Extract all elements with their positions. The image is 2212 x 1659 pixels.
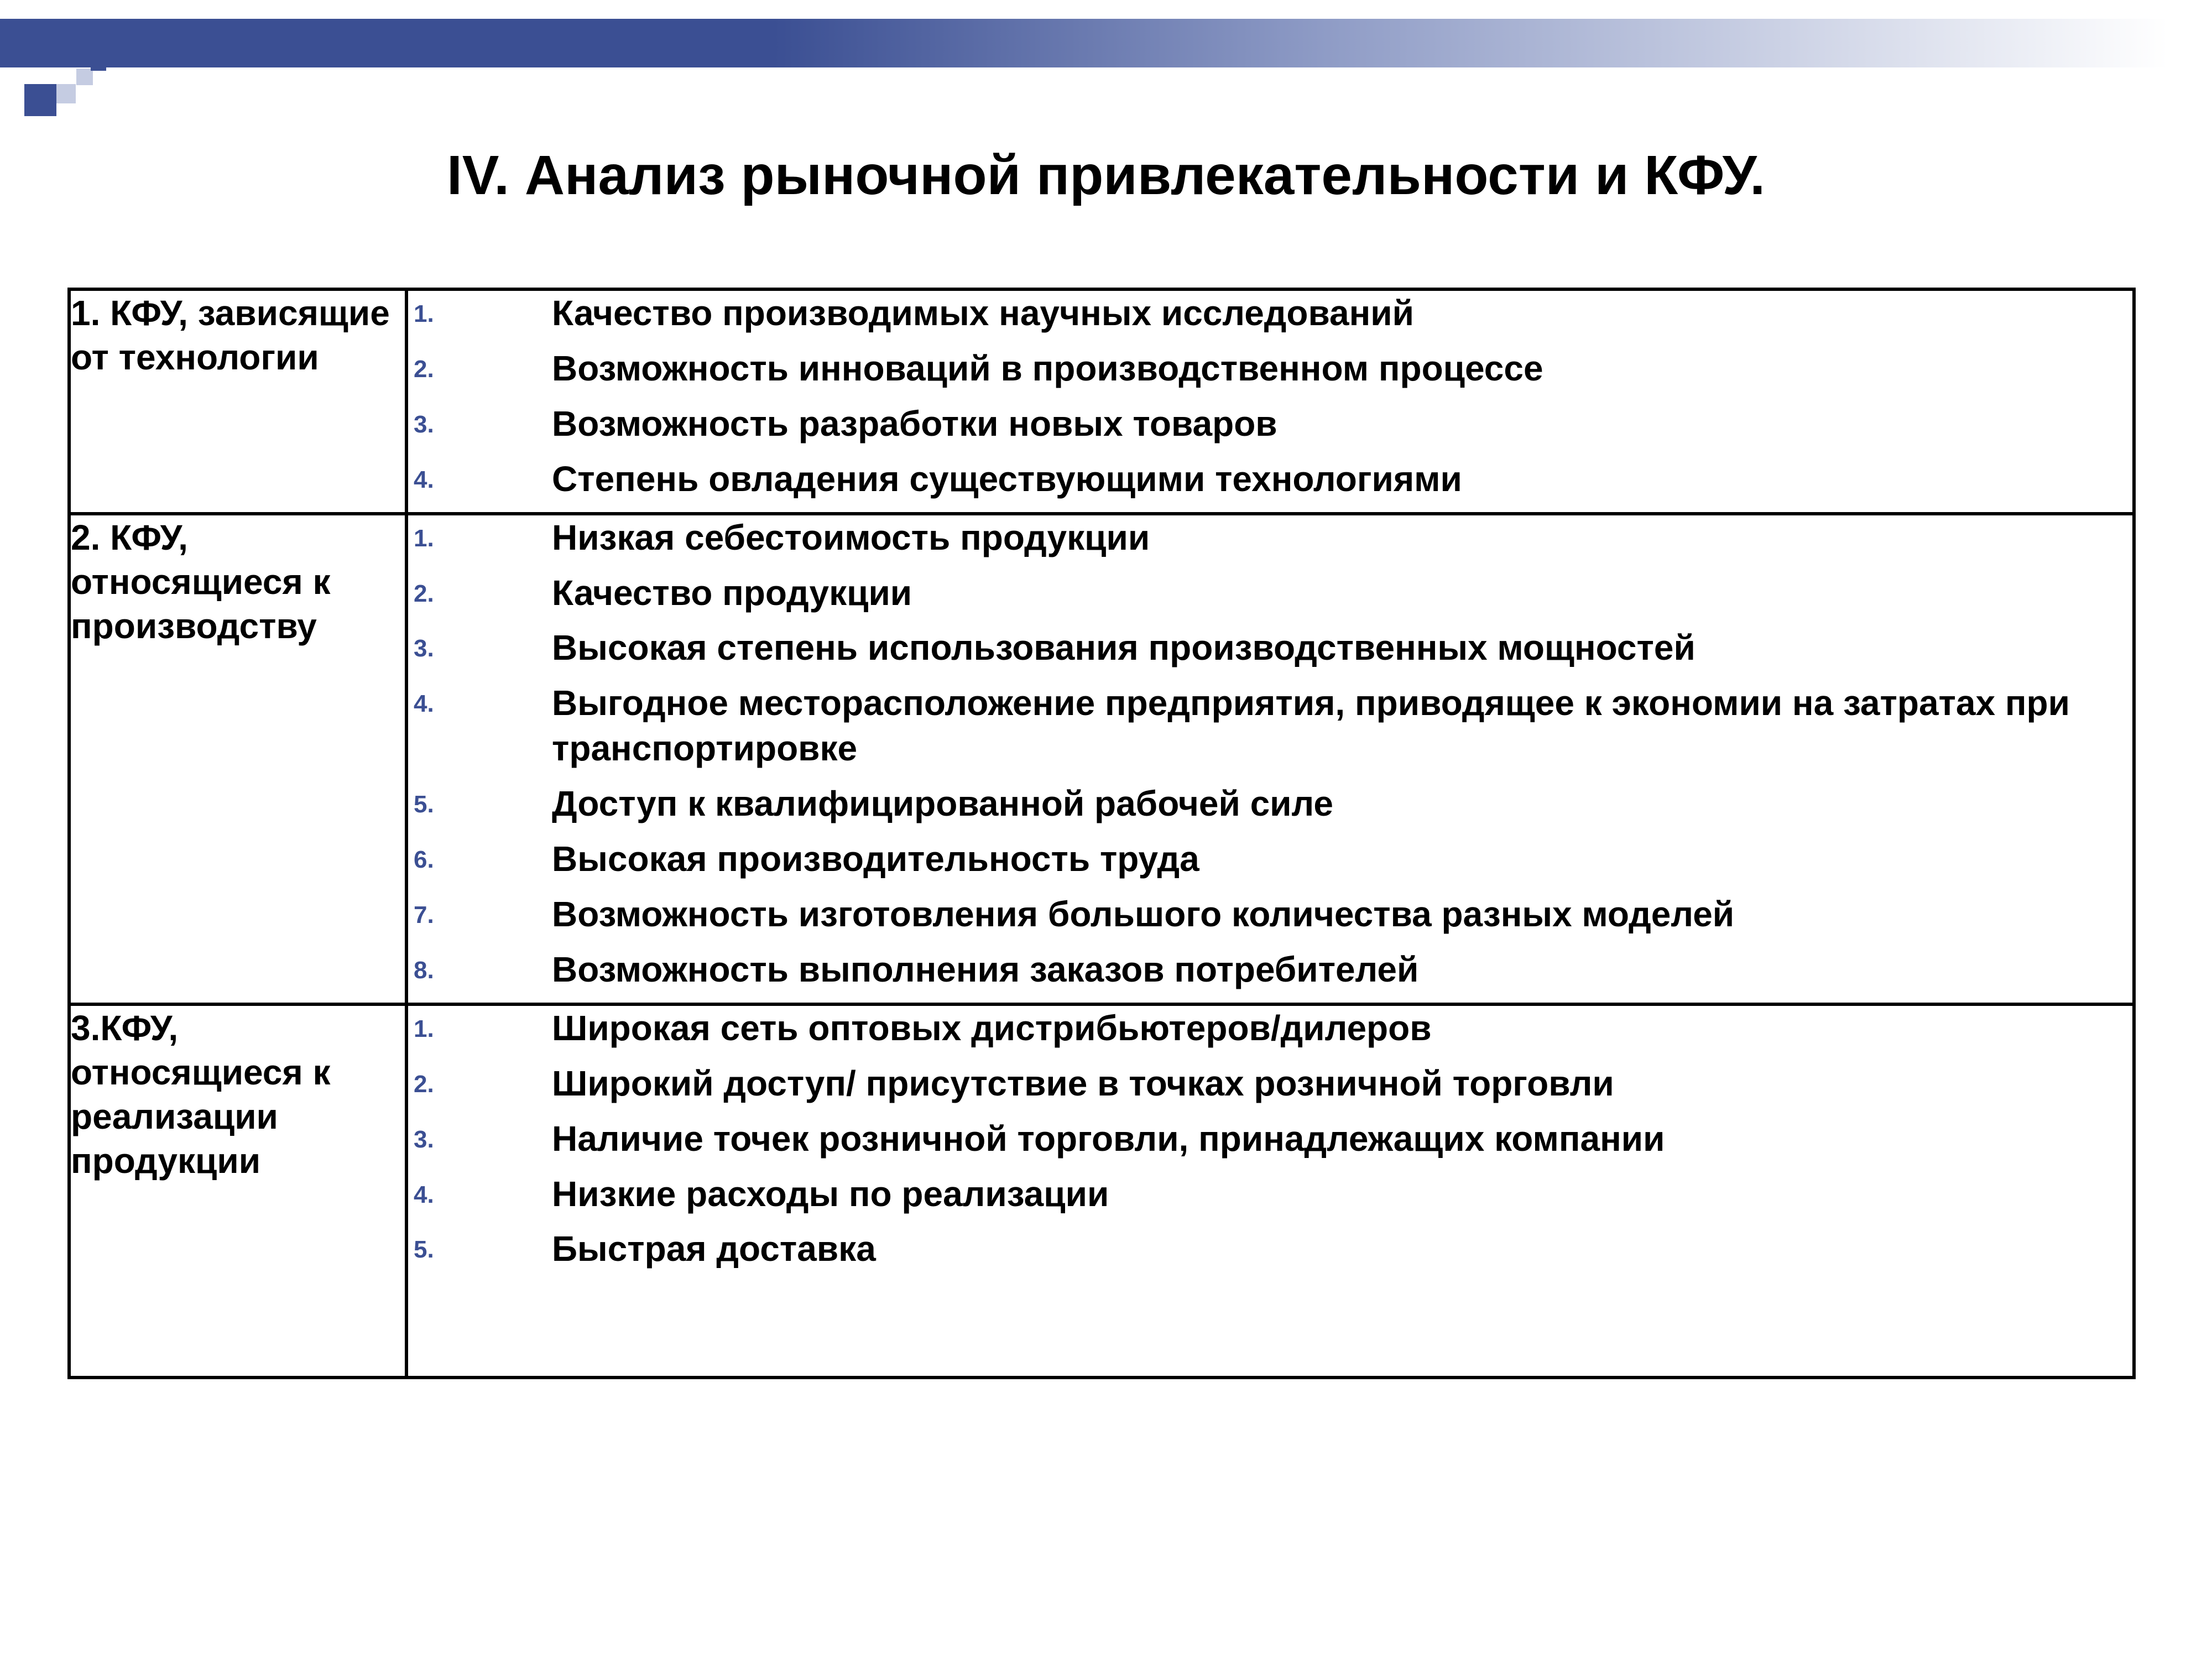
row-items-cell: Низкая себестоимость продукции Качество … (406, 514, 2134, 1004)
list-item: Возможность разработки новых товаров (408, 401, 2132, 447)
list-item: Доступ к квалифицированной рабочей силе (408, 781, 2132, 827)
row-label: 3.КФУ, относящиеся к реализации продукци… (71, 1006, 405, 1183)
items-list: Качество производимых научных исследован… (408, 291, 2132, 502)
list-item: Низкая себестоимость продукции (408, 515, 2132, 561)
row-label: 2. КФУ, относящиеся к производству (71, 515, 405, 648)
banner-gradient (0, 19, 2212, 67)
list-item: Качество производимых научных исследован… (408, 291, 2132, 336)
items-list: Низкая себестоимость продукции Качество … (408, 515, 2132, 993)
list-item: Наличие точек розничной торговли, принад… (408, 1117, 2132, 1162)
list-item: Широкий доступ/ присутствие в точках роз… (408, 1061, 2132, 1107)
list-item: Возможность изготовления большого количе… (408, 892, 2132, 937)
row-label-cell: 2. КФУ, относящиеся к производству (69, 514, 406, 1004)
table-row: 3.КФУ, относящиеся к реализации продукци… (69, 1004, 2134, 1378)
row-items-cell: Качество производимых научных исследован… (406, 289, 2134, 514)
row-label: 1. КФУ, зависящие от технологии (71, 291, 405, 379)
items-list: Широкая сеть оптовых дистрибьютеров/диле… (408, 1006, 2132, 1272)
table-row: 2. КФУ, относящиеся к производству Низка… (69, 514, 2134, 1004)
slide: IV. Анализ рыночной привлекательности и … (0, 0, 2212, 1659)
list-item: Высокая производительность труда (408, 837, 2132, 882)
square-icon (24, 84, 56, 116)
row-label-cell: 3.КФУ, относящиеся к реализации продукци… (69, 1004, 406, 1378)
list-item: Возможность инноваций в производственном… (408, 346, 2132, 392)
list-item: Степень овладения существующими технолог… (408, 457, 2132, 502)
row-label-cell: 1. КФУ, зависящие от технологии (69, 289, 406, 514)
list-item: Выгодное месторасположение предприятия, … (408, 681, 2132, 771)
square-icon (91, 55, 106, 71)
square-icon (76, 69, 93, 85)
list-item: Высокая степень использования производст… (408, 625, 2132, 671)
row-items-cell: Широкая сеть оптовых дистрибьютеров/диле… (406, 1004, 2134, 1378)
square-icon (56, 84, 76, 103)
list-item: Широкая сеть оптовых дистрибьютеров/диле… (408, 1006, 2132, 1051)
list-item: Низкие расходы по реализации (408, 1172, 2132, 1217)
list-item: Возможность выполнения заказов потребите… (408, 947, 2132, 993)
kfu-table: 1. КФУ, зависящие от технологии Качество… (67, 288, 2136, 1379)
list-item: Качество продукции (408, 571, 2132, 616)
table-row: 1. КФУ, зависящие от технологии Качество… (69, 289, 2134, 514)
page-title: IV. Анализ рыночной привлекательности и … (0, 144, 2212, 207)
list-item: Быстрая доставка (408, 1227, 2132, 1272)
